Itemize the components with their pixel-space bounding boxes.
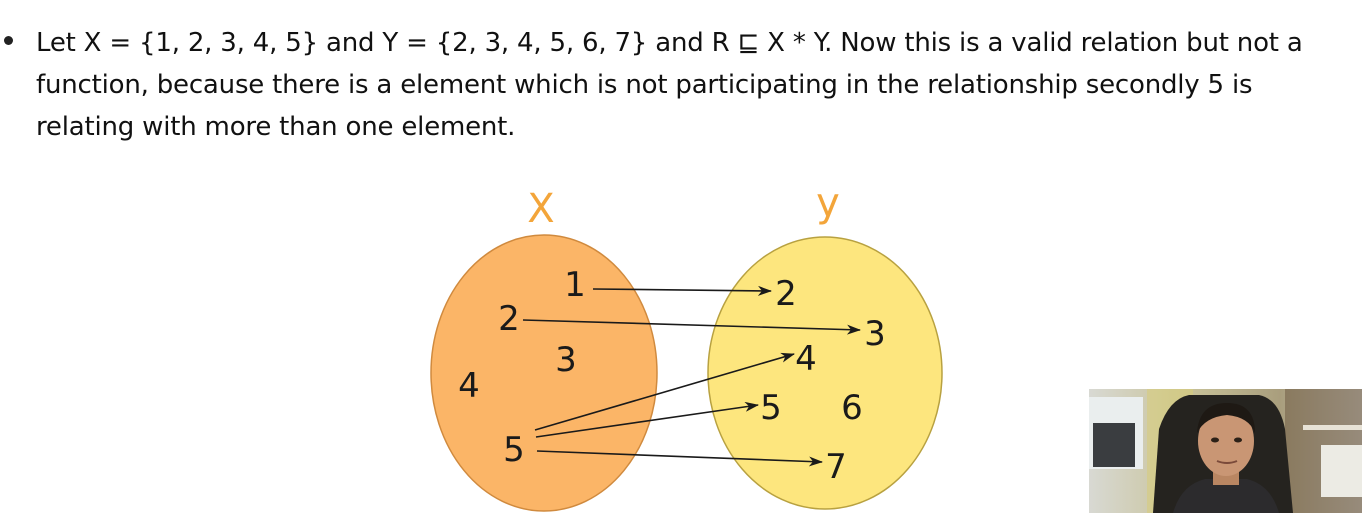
y-element-5: 5 — [760, 388, 782, 428]
set-y-label: y — [816, 180, 840, 226]
arrow-1-to-2 — [592, 285, 772, 296]
arrow-5-to-7 — [536, 450, 823, 467]
x-element-4: 4 — [458, 366, 480, 406]
presenter-image — [1089, 389, 1362, 513]
y-element-6: 6 — [841, 388, 863, 428]
x-element-5: 5 — [503, 430, 525, 470]
arrow-5-to-5 — [535, 401, 759, 438]
y-element-2: 2 — [775, 274, 797, 314]
x-element-3: 3 — [555, 340, 577, 380]
bullet-text: Let X = {1, 2, 3, 4, 5} and Y = {2, 3, 4… — [36, 28, 1303, 142]
set-x-label: X — [527, 186, 554, 232]
set-x-oval — [430, 234, 658, 512]
y-element-7: 7 — [825, 447, 847, 487]
bullet-dot — [4, 36, 13, 45]
x-element-1: 1 — [564, 265, 586, 305]
y-element-3: 3 — [864, 314, 886, 354]
x-element-2: 2 — [498, 299, 520, 339]
presenter-webcam — [1089, 389, 1362, 513]
arrow-5-to-4 — [534, 352, 795, 431]
set-y-oval — [707, 236, 943, 510]
y-element-4: 4 — [795, 339, 817, 379]
arrow-2-to-3 — [522, 319, 861, 335]
